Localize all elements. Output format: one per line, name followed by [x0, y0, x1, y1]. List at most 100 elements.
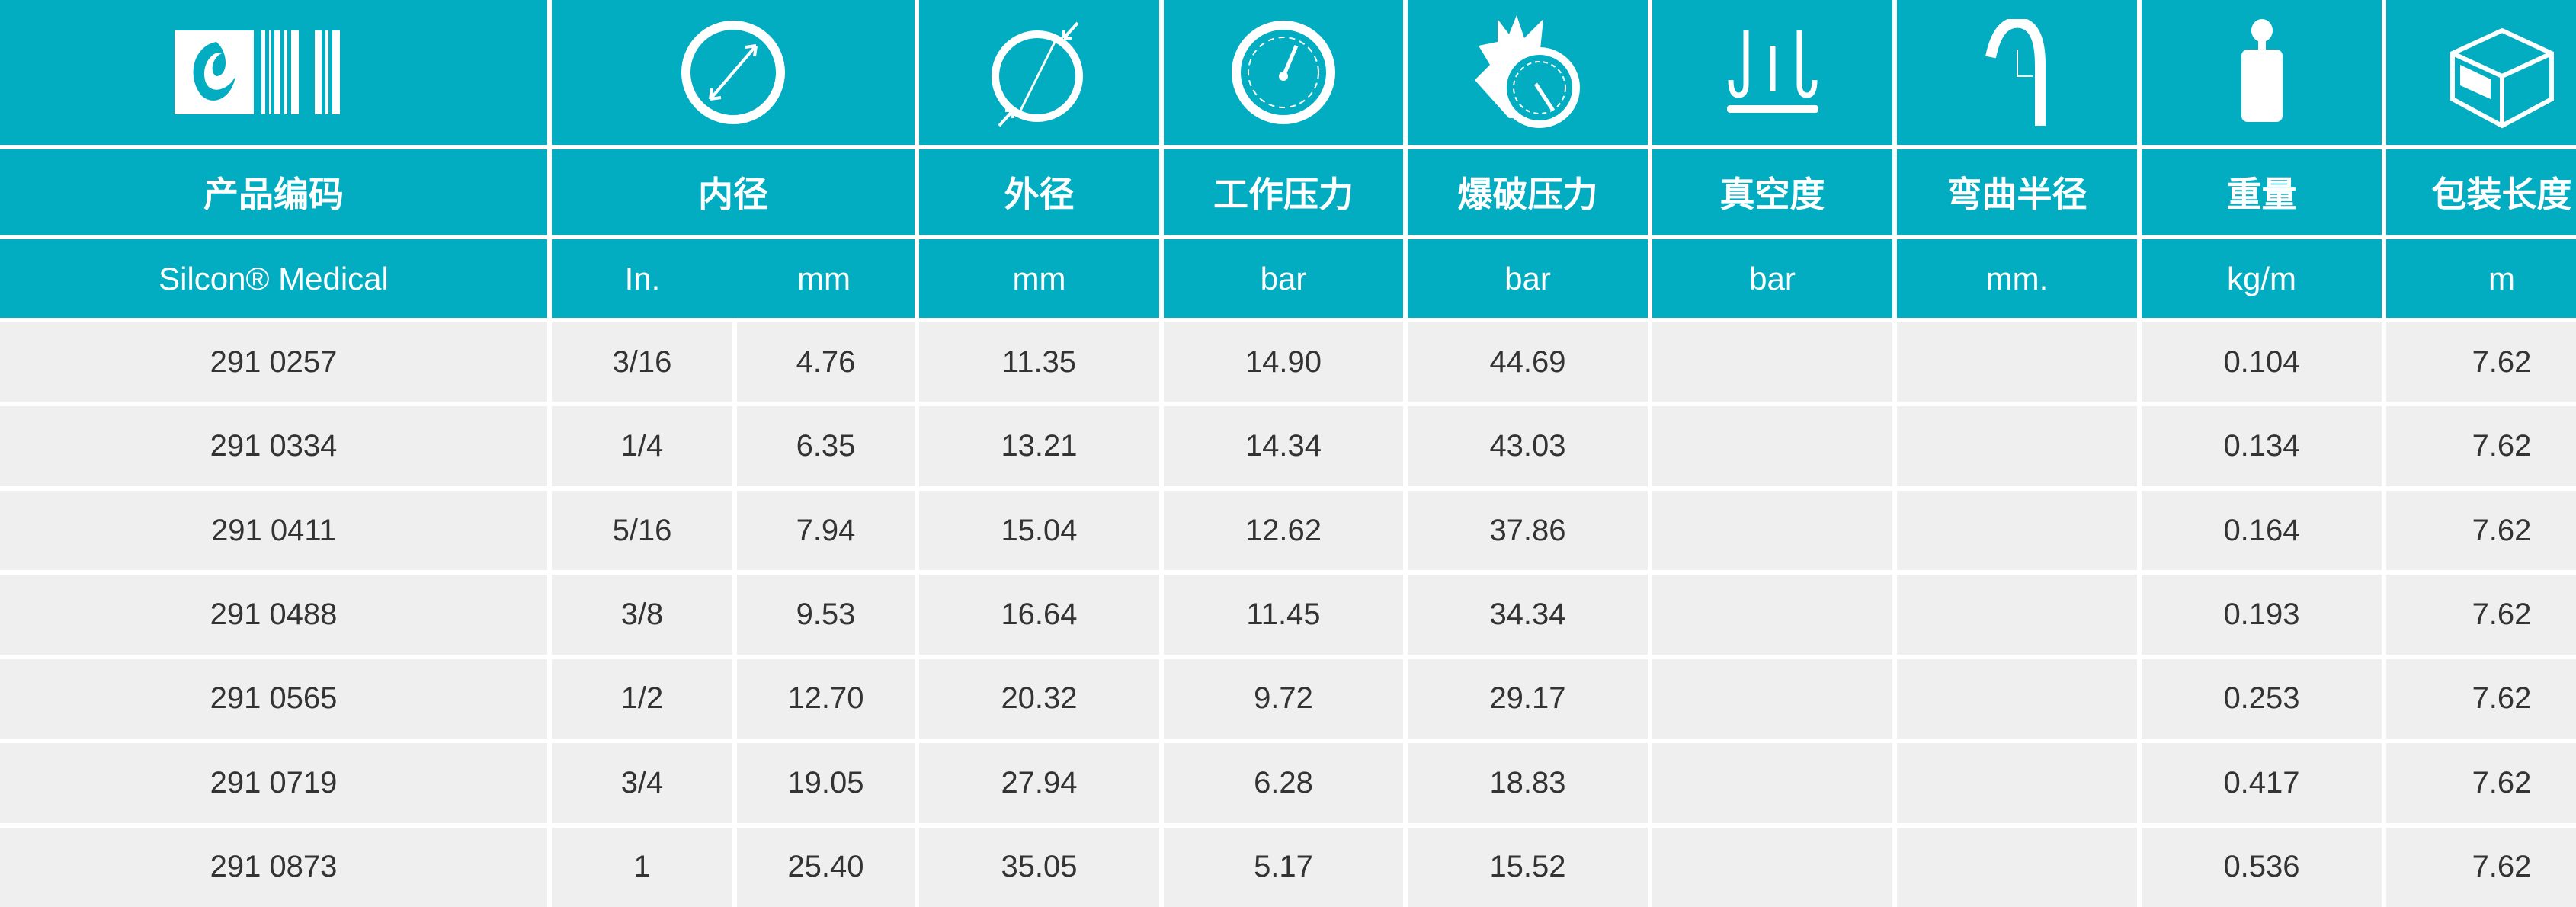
cell-weight: 0.193 — [2142, 575, 2382, 655]
cell-working-pressure: 14.34 — [1164, 406, 1403, 486]
cell-vacuum — [1652, 827, 1892, 907]
burst-pressure-icon-cell — [1408, 0, 1648, 145]
header-bend-radius: 弯曲半径 — [1897, 149, 2137, 235]
cell-outer-diameter: 35.05 — [919, 827, 1159, 907]
cell-vacuum — [1652, 743, 1892, 823]
cell-bend-radius — [1897, 406, 2137, 486]
cell-package-length: 7.62 — [2386, 743, 2576, 823]
burst-pressure-gauge-icon — [1474, 15, 1580, 128]
header-product-code: 产品编码 — [0, 149, 547, 235]
inner-diameter-icon-cell — [552, 0, 915, 145]
cell-package-length: 7.62 — [2386, 322, 2576, 402]
cell-working-pressure: 5.17 — [1164, 827, 1403, 907]
cell-package-length: 7.62 — [2386, 827, 2576, 907]
unit-inner-diameter: In. mm — [552, 239, 915, 318]
logo-cell — [0, 0, 547, 145]
cell-inner-diameter-mm: 19.05 — [737, 743, 915, 823]
header-working-pressure: 工作压力 — [1164, 149, 1403, 235]
cell-vacuum — [1652, 322, 1892, 402]
cell-inner-diameter-mm: 7.94 — [737, 490, 915, 571]
cell-inner-diameter-mm: 6.35 — [737, 406, 915, 486]
cell-outer-diameter: 16.64 — [919, 575, 1159, 655]
outer-diameter-icon-cell — [919, 0, 1159, 145]
working-pressure-icon-cell — [1164, 0, 1403, 145]
unit-outer-diameter: mm — [919, 239, 1159, 318]
unit-product-line: Silcon® Medical — [0, 239, 547, 318]
outer-diameter-icon — [991, 21, 1083, 127]
cell-outer-diameter: 20.32 — [919, 659, 1159, 739]
cell-burst-pressure: 37.86 — [1408, 490, 1648, 571]
unit-inch: In. — [624, 260, 661, 296]
cell-inner-diameter-in: 1 — [552, 827, 732, 907]
header-burst-pressure: 爆破压力 — [1408, 149, 1648, 235]
cell-package-length: 7.62 — [2386, 659, 2576, 739]
cell-product-code: 291 0334 — [0, 406, 547, 486]
cell-product-code: 291 0257 — [0, 322, 547, 402]
header-outer-diameter: 外径 — [919, 149, 1159, 235]
cell-weight: 0.417 — [2142, 743, 2382, 823]
cell-weight: 0.253 — [2142, 659, 2382, 739]
cell-burst-pressure: 18.83 — [1408, 743, 1648, 823]
header-vacuum: 真空度 — [1652, 149, 1892, 235]
cell-product-code: 291 0565 — [0, 659, 547, 739]
cell-weight: 0.134 — [2142, 406, 2382, 486]
cell-bend-radius — [1897, 827, 2137, 907]
cell-vacuum — [1652, 575, 1892, 655]
cell-inner-diameter-mm: 12.70 — [737, 659, 915, 739]
cell-burst-pressure: 34.34 — [1408, 575, 1648, 655]
header-inner-diameter: 内径 — [552, 149, 915, 235]
bend-radius-icon — [1985, 19, 2046, 126]
cell-inner-diameter-in: 3/16 — [552, 322, 732, 402]
unit-working-pressure: bar — [1164, 239, 1403, 318]
cell-working-pressure: 6.28 — [1164, 743, 1403, 823]
cell-outer-diameter: 15.04 — [919, 490, 1159, 571]
cell-inner-diameter-in: 3/8 — [552, 575, 732, 655]
inner-diameter-icon — [681, 21, 785, 124]
cell-inner-diameter-mm: 25.40 — [737, 827, 915, 907]
cell-product-code: 291 0873 — [0, 827, 547, 907]
cell-working-pressure: 14.90 — [1164, 322, 1403, 402]
cell-inner-diameter-in: 1/2 — [552, 659, 732, 739]
bend-radius-icon-cell — [1897, 0, 2137, 145]
cell-vacuum — [1652, 406, 1892, 486]
vacuum-icon-cell — [1652, 0, 1892, 145]
cell-bend-radius — [1897, 490, 2137, 571]
cell-burst-pressure: 44.69 — [1408, 322, 1648, 402]
cell-working-pressure: 11.45 — [1164, 575, 1403, 655]
unit-burst-pressure: bar — [1408, 239, 1648, 318]
unit-bend-radius: mm. — [1897, 239, 2137, 318]
unit-mm: mm — [797, 260, 851, 296]
cell-vacuum — [1652, 490, 1892, 571]
cell-bend-radius — [1897, 575, 2137, 655]
weight-icon — [2241, 19, 2283, 122]
cell-weight: 0.104 — [2142, 322, 2382, 402]
cell-bend-radius — [1897, 659, 2137, 739]
cell-inner-diameter-in: 3/4 — [552, 743, 732, 823]
cell-package-length: 7.62 — [2386, 575, 2576, 655]
cell-bend-radius — [1897, 743, 2137, 823]
unit-weight: kg/m — [2142, 239, 2382, 318]
cell-product-code: 291 0411 — [0, 490, 547, 571]
cell-outer-diameter: 13.21 — [919, 406, 1159, 486]
cell-weight: 0.536 — [2142, 827, 2382, 907]
cell-inner-diameter-in: 5/16 — [552, 490, 732, 571]
cell-weight: 0.164 — [2142, 490, 2382, 571]
vacuum-icon — [1726, 30, 1818, 113]
unit-package-length: m — [2386, 239, 2576, 318]
cell-working-pressure: 12.62 — [1164, 490, 1403, 571]
header-weight: 重量 — [2142, 149, 2382, 235]
cell-inner-diameter-mm: 9.53 — [737, 575, 915, 655]
working-pressure-gauge-icon — [1232, 21, 1335, 124]
cell-burst-pressure: 15.52 — [1408, 827, 1648, 907]
unit-vacuum: bar — [1652, 239, 1892, 318]
cell-outer-diameter: 11.35 — [919, 322, 1159, 402]
header-package-length: 包装长度 — [2386, 149, 2576, 235]
cell-product-code: 291 0488 — [0, 575, 547, 655]
cell-package-length: 7.62 — [2386, 490, 2576, 571]
cell-product-code: 291 0719 — [0, 743, 547, 823]
weight-icon-cell — [2142, 0, 2382, 145]
package-length-icon-cell — [2386, 0, 2576, 145]
cell-working-pressure: 9.72 — [1164, 659, 1403, 739]
cell-vacuum — [1652, 659, 1892, 739]
